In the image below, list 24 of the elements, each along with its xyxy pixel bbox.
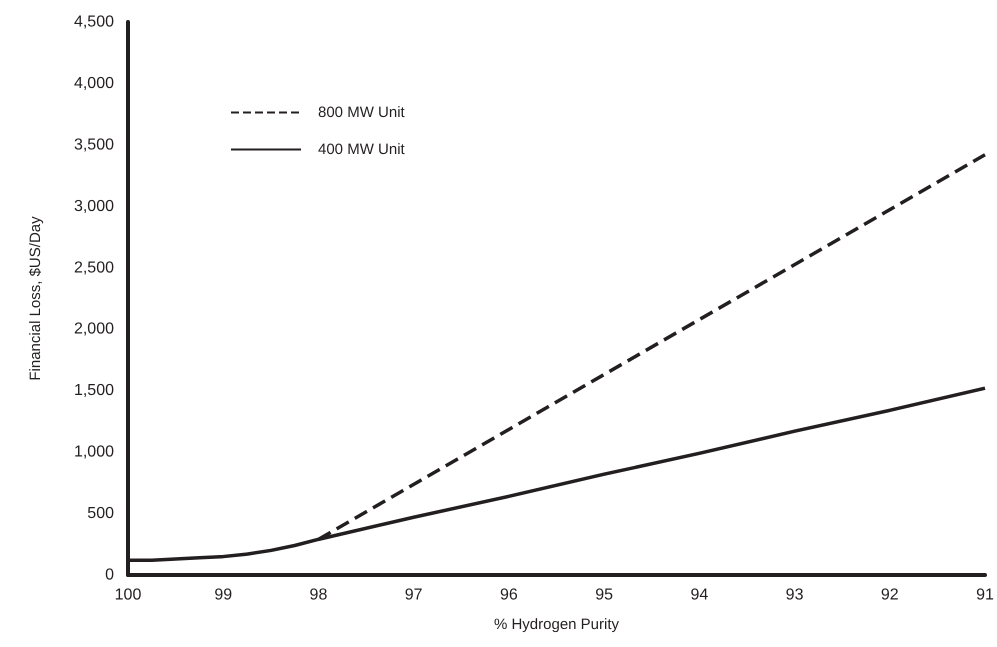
y-tick-label: 500 <box>87 505 114 522</box>
x-tick-label: 100 <box>114 586 142 604</box>
x-tick-label: 92 <box>880 586 899 604</box>
y-tick-label: 4,000 <box>74 74 114 92</box>
x-axis-title: % Hydrogen Purity <box>494 616 620 633</box>
y-tick-label: 1,000 <box>74 444 114 461</box>
y-tick-label: 3,500 <box>74 136 114 154</box>
y-tick-label: 2,000 <box>74 320 114 338</box>
x-tick-label: 91 <box>976 586 994 604</box>
legend-label: 400 MW Unit <box>318 141 406 158</box>
y-tick-label: 2,500 <box>74 259 114 276</box>
x-tick-label: 94 <box>690 586 708 604</box>
y-tick-label: 1,500 <box>74 382 114 400</box>
x-tick-label: 95 <box>595 586 614 604</box>
x-tick-label: 99 <box>214 586 232 604</box>
y-tick-label: 0 <box>105 566 114 584</box>
x-tick-label: 97 <box>404 586 423 604</box>
x-tick-label: 93 <box>786 586 804 604</box>
y-axis-title: Financial Loss, $US/Day <box>27 216 44 381</box>
x-tick-label: 98 <box>310 586 328 604</box>
x-tick-label: 96 <box>500 586 518 604</box>
y-tick-label: 3,000 <box>74 198 114 215</box>
y-tick-label: 4,500 <box>74 14 114 30</box>
legend-label: 800 MW Unit <box>318 104 406 121</box>
